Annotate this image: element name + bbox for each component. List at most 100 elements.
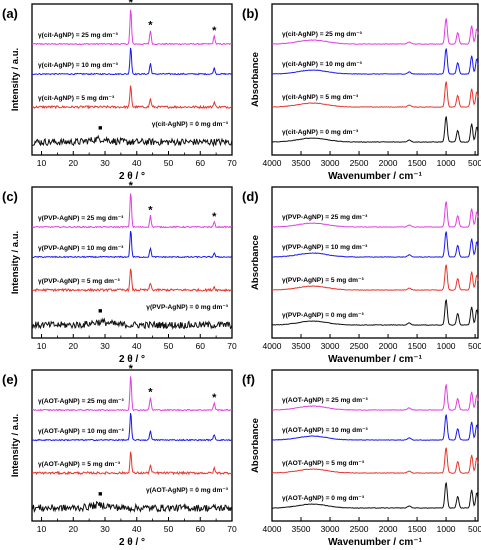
peak-marker: ■ (98, 491, 102, 498)
x-axis-label: 2 θ / ° (119, 537, 145, 548)
series-label: γ(AOT-AgNP) = 10 mg dm⁻³ (282, 427, 369, 434)
series-line-10 (272, 48, 479, 75)
plot-frame (31, 186, 233, 339)
x-tick-label: 3000 (321, 158, 340, 168)
x-tick-label: 30 (100, 158, 110, 168)
x-axis-label: Wavenumber / cm⁻¹ (328, 171, 422, 182)
panel-b: 4000 3500 3000 2500 2000 1500 1000 500 Wavenumbe… (242, 3, 481, 182)
x-tick-label: 3000 (321, 524, 340, 534)
peak-marker: * (129, 180, 134, 192)
x-tick-label: 20 (69, 341, 79, 351)
series-line-0 (31, 500, 233, 514)
series-line-25 (271, 201, 479, 228)
peak-marker: * (212, 25, 217, 37)
x-tick-label: 2000 (379, 341, 398, 351)
series-line-10 (271, 414, 479, 441)
peak-marker: * (148, 19, 153, 31)
x-tick-label: 3500 (292, 524, 311, 534)
series-label: γ(AOT-AgNP) = 25 mg dm⁻³ (38, 398, 125, 405)
panel-label: (d) (242, 189, 259, 204)
panel-label: (c) (2, 189, 18, 204)
x-tick-label: 60 (196, 524, 206, 534)
x-tick-label: 40 (132, 341, 142, 351)
series-label: γ(cit-AgNP) = 25 mg dm⁻³ (282, 31, 363, 38)
series-line-0 (271, 482, 479, 509)
series-line-10 (31, 47, 233, 76)
series-label: γ(cit-AgNP) = 5 mg dm⁻³ (282, 94, 359, 101)
series-line-10 (31, 230, 233, 259)
x-tick-label: 1000 (437, 341, 456, 351)
x-tick-label: 500 (468, 341, 481, 351)
series-label: γ(PVP-AgNP) = 10 mg dm⁻³ (282, 244, 368, 251)
series-label: γ(AOT-AgNP) = 0 mg dm⁻³ (146, 487, 229, 494)
x-tick-label: 1500 (408, 158, 427, 168)
x-tick-label: 4000 (263, 524, 282, 534)
plot-frame (31, 369, 233, 522)
x-tick-label: 2500 (350, 341, 369, 351)
x-tick-label: 40 (132, 158, 142, 168)
series-label: γ(AOT-AgNP) = 5 mg dm⁻³ (282, 460, 365, 467)
x-tick-label: 70 (227, 341, 237, 351)
peak-marker: * (212, 211, 217, 223)
peak-marker: ■ (98, 125, 102, 132)
series-label: γ(PVP-AgNP) = 5 mg dm⁻³ (282, 277, 365, 284)
x-tick-label: 60 (196, 341, 206, 351)
x-axis-label: 2 θ / ° (119, 354, 145, 365)
series-line-5 (31, 85, 233, 110)
x-tick-label: 2500 (350, 158, 369, 168)
peak-marker: * (129, 363, 134, 375)
series-label: γ(PVP-AgNP) = 25 mg dm⁻³ (282, 214, 368, 221)
panel-label: (f) (242, 372, 255, 387)
series-label: γ(cit-AgNP) = 25 mg dm⁻³ (38, 32, 119, 39)
series-label: γ(cit-AgNP) = 10 mg dm⁻³ (282, 61, 363, 68)
series-line-5 (271, 447, 479, 474)
peak-marker: * (129, 0, 134, 9)
x-tick-label: 500 (468, 524, 481, 534)
y-axis-label: Intensity / a.u. (10, 48, 21, 111)
peak-marker: * (212, 392, 217, 404)
series-line-25 (31, 376, 233, 412)
x-tick-label: 1000 (437, 158, 456, 168)
plot-frame (271, 186, 479, 339)
panel-d: 4000 3500 3000 2500 2000 1500 1000 500 Wavenumbe… (242, 186, 481, 365)
plot-frame (271, 369, 479, 522)
x-tick-label: 1000 (437, 524, 456, 534)
x-tick-label: 4000 (263, 341, 282, 351)
series-label: γ(PVP-AgNP) = 5 mg dm⁻³ (38, 278, 121, 285)
x-tick-label: 10 (37, 158, 47, 168)
x-tick-label: 70 (227, 158, 237, 168)
x-tick-label: 3000 (321, 341, 340, 351)
series-label: γ(AOT-AgNP) = 5 mg dm⁻³ (38, 461, 121, 468)
series-line-5 (271, 264, 479, 291)
x-tick-label: 2000 (379, 158, 398, 168)
series-label: γ(cit-AgNP) = 5 mg dm⁻³ (38, 95, 115, 102)
series-label: γ(AOT-AgNP) = 25 mg dm⁻³ (282, 397, 369, 404)
x-axis-label: 2 θ / ° (119, 171, 145, 182)
x-tick-label: 4000 (263, 158, 282, 168)
series-line-25 (271, 384, 479, 411)
peak-marker: * (148, 386, 153, 398)
y-axis-label: Absorbance (250, 418, 261, 473)
x-tick-label: 30 (100, 524, 110, 534)
x-tick-label: 60 (196, 158, 206, 168)
series-label: γ(cit-AgNP) = 10 mg dm⁻³ (38, 62, 119, 69)
x-tick-label: 2500 (350, 524, 369, 534)
panel-f: 4000 3500 3000 2500 2000 1500 1000 500 Wavenumbe… (242, 369, 481, 548)
x-tick-label: 500 (468, 158, 481, 168)
x-axis-label: Wavenumber / cm⁻¹ (328, 354, 422, 365)
series-line-5 (31, 268, 233, 293)
series-line-10 (272, 231, 479, 258)
series-line-10 (31, 413, 233, 442)
plot-frame (31, 3, 233, 156)
x-tick-label: 10 (37, 524, 47, 534)
x-tick-label: 30 (100, 341, 110, 351)
series-line-25 (31, 9, 233, 46)
series-label: γ(cit-AgNP) = 0 mg dm⁻³ (152, 121, 229, 128)
x-tick-label: 70 (227, 524, 237, 534)
series-label: γ(PVP-AgNP) = 0 mg dm⁻³ (282, 312, 365, 319)
x-tick-label: 3500 (292, 158, 311, 168)
series-label: γ(PVP-AgNP) = 0 mg dm⁻³ (146, 304, 229, 311)
x-tick-label: 1500 (408, 341, 427, 351)
panel-label: (a) (2, 6, 18, 21)
series-label: γ(AOT-AgNP) = 10 mg dm⁻³ (38, 428, 125, 435)
